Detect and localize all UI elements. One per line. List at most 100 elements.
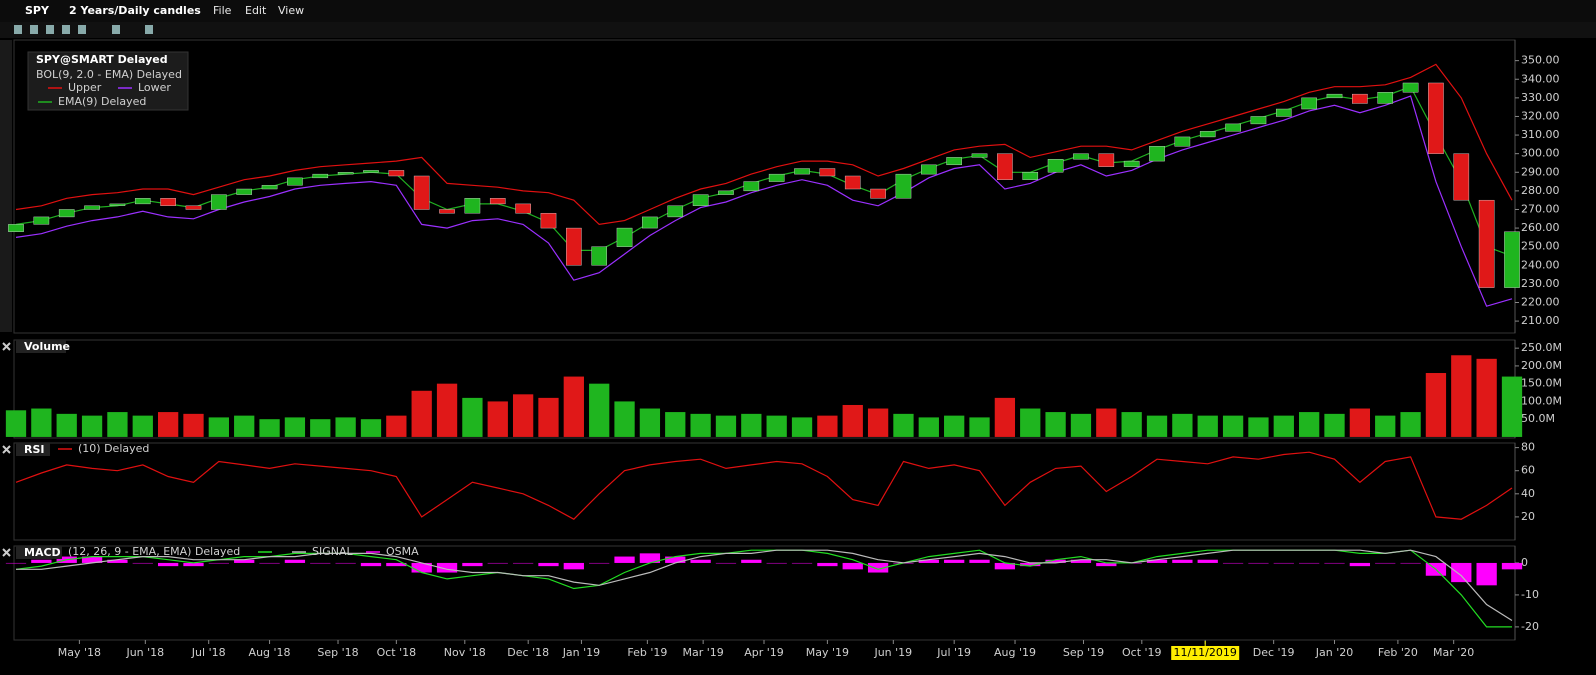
line-series <box>16 549 1513 622</box>
x-tick-label: Mar '20 <box>1433 646 1474 659</box>
bar <box>462 562 483 567</box>
tools <box>14 25 153 34</box>
bar <box>1375 562 1396 564</box>
bar <box>538 397 559 437</box>
bar <box>81 415 103 437</box>
y-tick-label: 200.0M <box>1521 359 1562 372</box>
bar <box>918 417 939 437</box>
y-tick-label: 40 <box>1521 487 1535 500</box>
candle <box>819 168 836 177</box>
x-tick-label: Feb '20 <box>1378 646 1418 659</box>
bar <box>107 559 128 563</box>
tool[interactable] <box>112 25 120 34</box>
menu-edit[interactable]: Edit <box>245 4 267 17</box>
bar <box>208 562 229 564</box>
candle <box>439 209 455 214</box>
candle <box>1174 136 1191 147</box>
bar <box>639 553 661 563</box>
tool[interactable] <box>46 25 54 34</box>
crosshair-label: 11/11/2019 <box>1173 646 1236 659</box>
bar <box>31 559 52 563</box>
bar <box>107 412 128 437</box>
y-tick-label: 20 <box>1521 510 1535 523</box>
bar <box>1299 412 1320 437</box>
y-tick-label: 300.00 <box>1521 147 1560 160</box>
x-tick-label: Feb '19 <box>627 646 667 659</box>
bar <box>1501 562 1523 570</box>
bar <box>817 562 838 567</box>
candle <box>489 198 506 205</box>
tool[interactable] <box>14 25 22 34</box>
tool-strip <box>0 22 1596 38</box>
candle <box>870 188 886 199</box>
bar <box>715 415 737 437</box>
bar <box>1020 562 1041 567</box>
tool[interactable] <box>78 25 86 34</box>
bar <box>56 413 77 437</box>
bar <box>639 408 661 437</box>
bar <box>1222 415 1244 437</box>
bar <box>741 559 762 563</box>
bar <box>132 415 153 437</box>
bar <box>1451 355 1472 437</box>
candle <box>1123 160 1140 167</box>
bar <box>1501 376 1523 437</box>
legend-subtitle: BOL(9, 2.0 - EMA) Delayed <box>36 68 182 81</box>
candle <box>1428 82 1444 154</box>
x-tick-label: Jun '19 <box>873 646 912 659</box>
y-tick-label: 50.0M <box>1521 412 1555 425</box>
scrollbar[interactable] <box>0 40 12 332</box>
candle <box>1478 199 1495 288</box>
bar <box>1070 559 1092 563</box>
symbol[interactable]: SPY <box>25 4 50 17</box>
bar <box>31 408 52 437</box>
bar <box>944 415 965 437</box>
menu-file[interactable]: File <box>213 4 232 17</box>
x-tick-label: Sep '18 <box>317 646 358 659</box>
y-tick-label: 250.0M <box>1521 341 1562 354</box>
bar <box>487 562 508 564</box>
bar <box>1273 562 1294 564</box>
candle <box>33 216 50 225</box>
bar <box>1222 562 1244 564</box>
y-tick-label: 150.0M <box>1521 377 1562 390</box>
panel-header <box>16 443 50 456</box>
x-tick-label: Jul '19 <box>936 646 971 659</box>
y-tick-label: 330.00 <box>1521 91 1560 104</box>
candle <box>1275 108 1292 117</box>
bar <box>1248 417 1269 437</box>
legend-label: Upper <box>68 81 102 94</box>
close-icon <box>2 445 11 454</box>
bar <box>614 401 635 437</box>
bar <box>1425 373 1447 437</box>
candle <box>540 212 557 229</box>
bar <box>1197 559 1218 563</box>
tool[interactable] <box>62 25 70 34</box>
bar <box>462 397 483 437</box>
bar <box>335 417 356 437</box>
bar <box>1248 562 1269 564</box>
tool[interactable] <box>145 25 153 34</box>
bar <box>157 412 179 437</box>
candle <box>1073 153 1089 160</box>
candle <box>1225 123 1241 132</box>
candle <box>1377 92 1394 104</box>
menu-view[interactable]: View <box>278 4 304 17</box>
legend-label: Lower <box>138 81 171 94</box>
x-tick-label: Nov '18 <box>444 646 486 659</box>
tool[interactable] <box>30 25 38 34</box>
candle <box>667 205 684 218</box>
bar <box>589 562 610 564</box>
y-tick-label: 340.00 <box>1521 72 1560 85</box>
candle <box>566 227 582 266</box>
legend-label: (12, 26, 9 - EMA, EMA) Delayed <box>68 545 240 558</box>
x-tick-label: Jun '18 <box>125 646 164 659</box>
x-tick-label: Oct '18 <box>377 646 417 659</box>
candle <box>1250 116 1267 125</box>
candle <box>1301 97 1317 110</box>
line-series <box>15 451 1513 520</box>
line-series <box>15 95 1513 307</box>
period[interactable]: 2 Years/Daily candles <box>69 4 201 17</box>
bar <box>360 419 382 437</box>
